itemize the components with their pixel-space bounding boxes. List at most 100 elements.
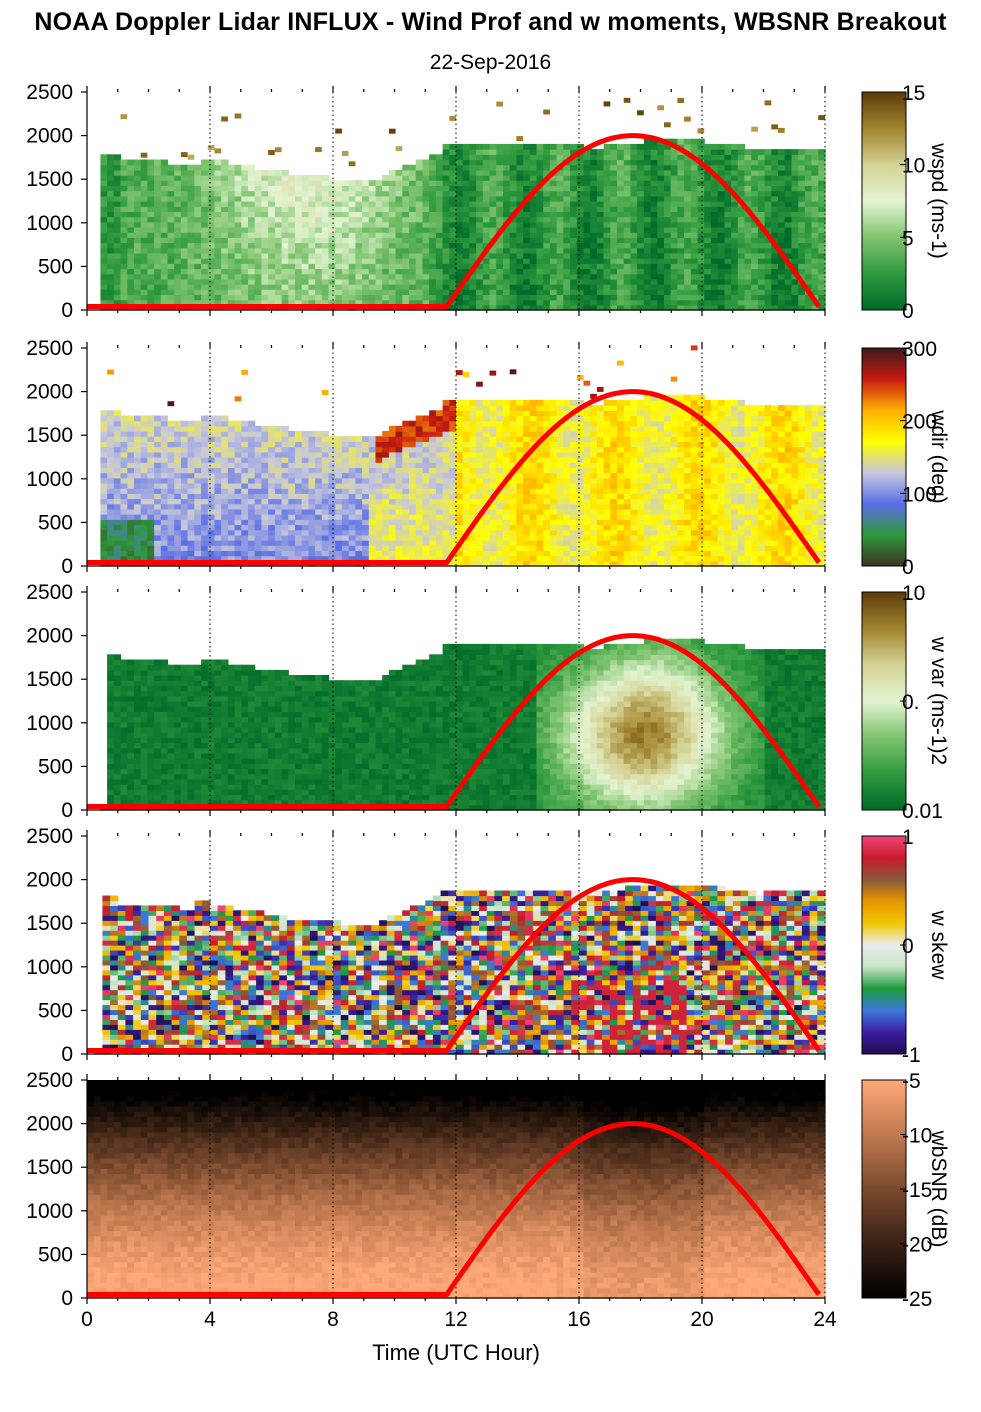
- heatmap-cell: [690, 221, 699, 228]
- heatmap-cell: [167, 446, 175, 453]
- heatmap-cell: [456, 370, 463, 376]
- heatmap-cell: [315, 441, 323, 448]
- heatmap-cell: [308, 467, 316, 474]
- heatmap-cell: [120, 483, 128, 489]
- heatmap-cell: [509, 258, 517, 264]
- heatmap-cell: [603, 304, 611, 311]
- y-tick-label: 1000: [26, 212, 73, 235]
- heatmap-cell: [120, 278, 128, 285]
- heatmap-cell: [456, 420, 464, 427]
- heatmap-cell: [637, 304, 645, 311]
- heatmap-cell: [328, 294, 336, 301]
- heatmap-cell: [227, 216, 236, 223]
- heatmap-cell: [328, 493, 336, 500]
- heatmap-cell: [274, 498, 283, 505]
- heatmap-cell: [355, 477, 363, 484]
- heatmap-cell: [140, 431, 148, 437]
- heatmap-cell: [529, 294, 538, 301]
- heatmap-cell: [415, 247, 423, 254]
- heatmap-cell: [576, 227, 585, 233]
- heatmap-cell: [556, 216, 564, 223]
- heatmap-cell: [476, 493, 484, 500]
- heatmap-cell: [784, 221, 792, 228]
- heatmap-cell: [482, 201, 491, 207]
- heatmap-cell: [543, 242, 551, 249]
- heatmap-cell: [456, 415, 464, 422]
- heatmap-cell: [362, 446, 370, 453]
- heatmap-cell: [697, 216, 705, 223]
- heatmap-cell: [127, 436, 135, 442]
- heatmap-cell: [281, 289, 289, 295]
- heatmap-cell: [281, 180, 289, 186]
- heatmap-cell: [127, 237, 135, 244]
- heatmap-cell: [174, 477, 182, 484]
- heatmap-cell: [288, 457, 296, 463]
- heatmap-cell: [724, 242, 732, 249]
- heatmap-cell: [113, 493, 122, 500]
- heatmap-cell: [717, 237, 725, 244]
- heatmap-cell: [778, 263, 786, 270]
- heatmap-cell: [643, 273, 652, 280]
- heatmap-cell: [154, 278, 162, 285]
- heatmap-cell: [341, 498, 350, 505]
- heatmap-cell: [415, 294, 423, 301]
- heatmap-cell: [778, 299, 786, 306]
- heatmap-cell: [442, 534, 450, 541]
- heatmap-cell: [603, 164, 611, 171]
- heatmap-cell: [127, 258, 135, 264]
- heatmap-cell: [127, 159, 135, 166]
- heatmap-cell: [771, 252, 779, 259]
- heatmap-cell: [341, 446, 350, 453]
- heatmap-cell: [254, 195, 262, 202]
- heatmap-cell: [482, 227, 491, 233]
- heatmap-cell: [529, 211, 538, 218]
- heatmap-cell: [435, 175, 444, 181]
- heatmap-cell: [288, 175, 296, 181]
- heatmap-cell: [120, 425, 128, 432]
- heatmap-cell: [449, 493, 457, 500]
- heatmap-cell: [328, 508, 336, 515]
- heatmap-cell: [100, 242, 108, 249]
- heatmap-cell: [335, 216, 343, 223]
- heatmap-cell: [174, 268, 182, 275]
- heatmap-cell: [201, 467, 209, 474]
- heatmap-cell: [402, 477, 410, 484]
- heatmap-cell: [194, 457, 202, 463]
- heatmap-cell: [596, 154, 605, 161]
- heatmap-cell: [167, 180, 175, 186]
- heatmap-cell: [308, 477, 316, 484]
- heatmap-cell: [670, 304, 678, 311]
- heatmap-cell: [576, 221, 585, 228]
- heatmap-cell: [583, 268, 591, 275]
- heatmap-cell: [315, 258, 323, 264]
- heatmap-cell: [684, 154, 692, 161]
- heatmap-cell: [362, 508, 370, 515]
- heatmap-cell: [180, 263, 189, 270]
- heatmap-cell: [154, 289, 162, 295]
- heatmap-cell: [576, 237, 585, 244]
- heatmap-cell: [341, 555, 350, 562]
- heatmap-cell: [710, 242, 719, 249]
- heatmap-cell: [429, 420, 437, 427]
- heatmap-cell: [422, 164, 430, 171]
- heatmap-cell: [489, 175, 497, 181]
- heatmap-cell: [811, 216, 819, 223]
- heatmap-cell: [409, 431, 417, 437]
- heatmap-cell: [180, 508, 189, 515]
- heatmap-cell: [456, 514, 464, 520]
- heatmap-cell: [744, 169, 752, 176]
- heatmap-cell: [368, 436, 377, 442]
- heatmap-cell: [147, 232, 155, 238]
- heatmap-cell: [449, 410, 457, 417]
- heatmap-cell: [368, 498, 377, 505]
- heatmap-cell: [147, 477, 155, 484]
- heatmap-cell: [127, 206, 135, 212]
- heatmap-cell: [100, 180, 108, 186]
- heatmap-cell: [516, 284, 524, 290]
- heatmap-cell: [617, 190, 625, 197]
- heatmap-cell: [395, 289, 403, 295]
- heatmap-cell: [328, 451, 336, 458]
- heatmap-cell: [241, 555, 249, 562]
- heatmap-cell: [308, 227, 316, 233]
- heatmap-cell: [147, 493, 155, 500]
